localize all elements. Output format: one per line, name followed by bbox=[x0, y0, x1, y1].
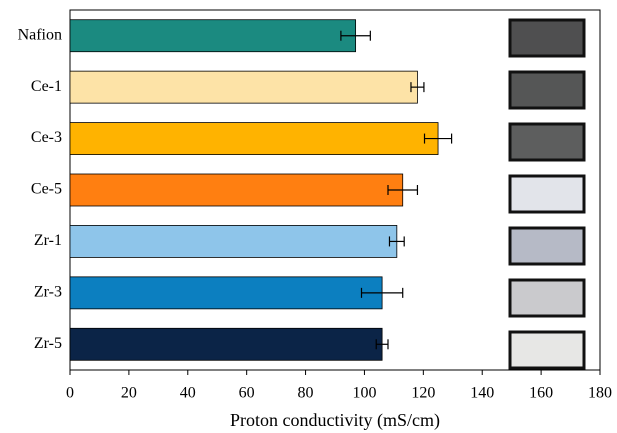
x-tick-label: 0 bbox=[66, 385, 74, 402]
y-tick-label: Nafion bbox=[18, 26, 62, 43]
page: Proton conductivity (mS/cm) 0 20 40 60 80 100… bbox=[0, 0, 617, 433]
y-tick-label: Ce-3 bbox=[31, 129, 62, 146]
y-tick-label: Zr-3 bbox=[34, 284, 62, 301]
x-tick-label: 140 bbox=[470, 385, 494, 402]
membrane-photo bbox=[510, 72, 584, 108]
chart: Proton conductivity (mS/cm) 0 20 40 60 80 100… bbox=[0, 0, 617, 433]
bar bbox=[70, 20, 356, 52]
x-tick-label: 180 bbox=[588, 385, 612, 402]
y-tick-label: Zr-5 bbox=[34, 335, 62, 352]
y-tick-label: Zr-1 bbox=[34, 232, 62, 249]
x-axis-label: Proton conductivity (mS/cm) bbox=[230, 410, 440, 431]
bar bbox=[70, 277, 382, 309]
bar bbox=[70, 225, 397, 257]
x-tick-label: 160 bbox=[529, 385, 553, 402]
y-tick-label: Ce-5 bbox=[31, 181, 62, 198]
x-tick-label: 60 bbox=[239, 385, 255, 402]
x-tick-label: 20 bbox=[121, 385, 137, 402]
membrane-photo bbox=[510, 332, 584, 368]
y-tick-label: Ce-1 bbox=[31, 78, 62, 95]
bar bbox=[70, 123, 438, 155]
membrane-photo bbox=[510, 176, 584, 212]
x-tick-label: 80 bbox=[298, 385, 314, 402]
x-tick-label: 120 bbox=[411, 385, 435, 402]
membrane-photo bbox=[510, 228, 584, 264]
x-tick-label: 40 bbox=[180, 385, 196, 402]
membrane-photos bbox=[510, 20, 584, 368]
x-tick-label: 100 bbox=[352, 385, 376, 402]
bar bbox=[70, 71, 417, 103]
membrane-photo bbox=[510, 124, 584, 160]
membrane-photo bbox=[510, 280, 584, 316]
bar bbox=[70, 328, 382, 360]
membrane-photo bbox=[510, 20, 584, 56]
bar bbox=[70, 174, 403, 206]
